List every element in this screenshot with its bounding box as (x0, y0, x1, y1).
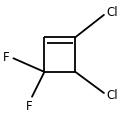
Text: F: F (26, 100, 33, 113)
Text: Cl: Cl (106, 6, 118, 19)
Text: F: F (3, 51, 10, 63)
Text: Cl: Cl (106, 89, 118, 102)
